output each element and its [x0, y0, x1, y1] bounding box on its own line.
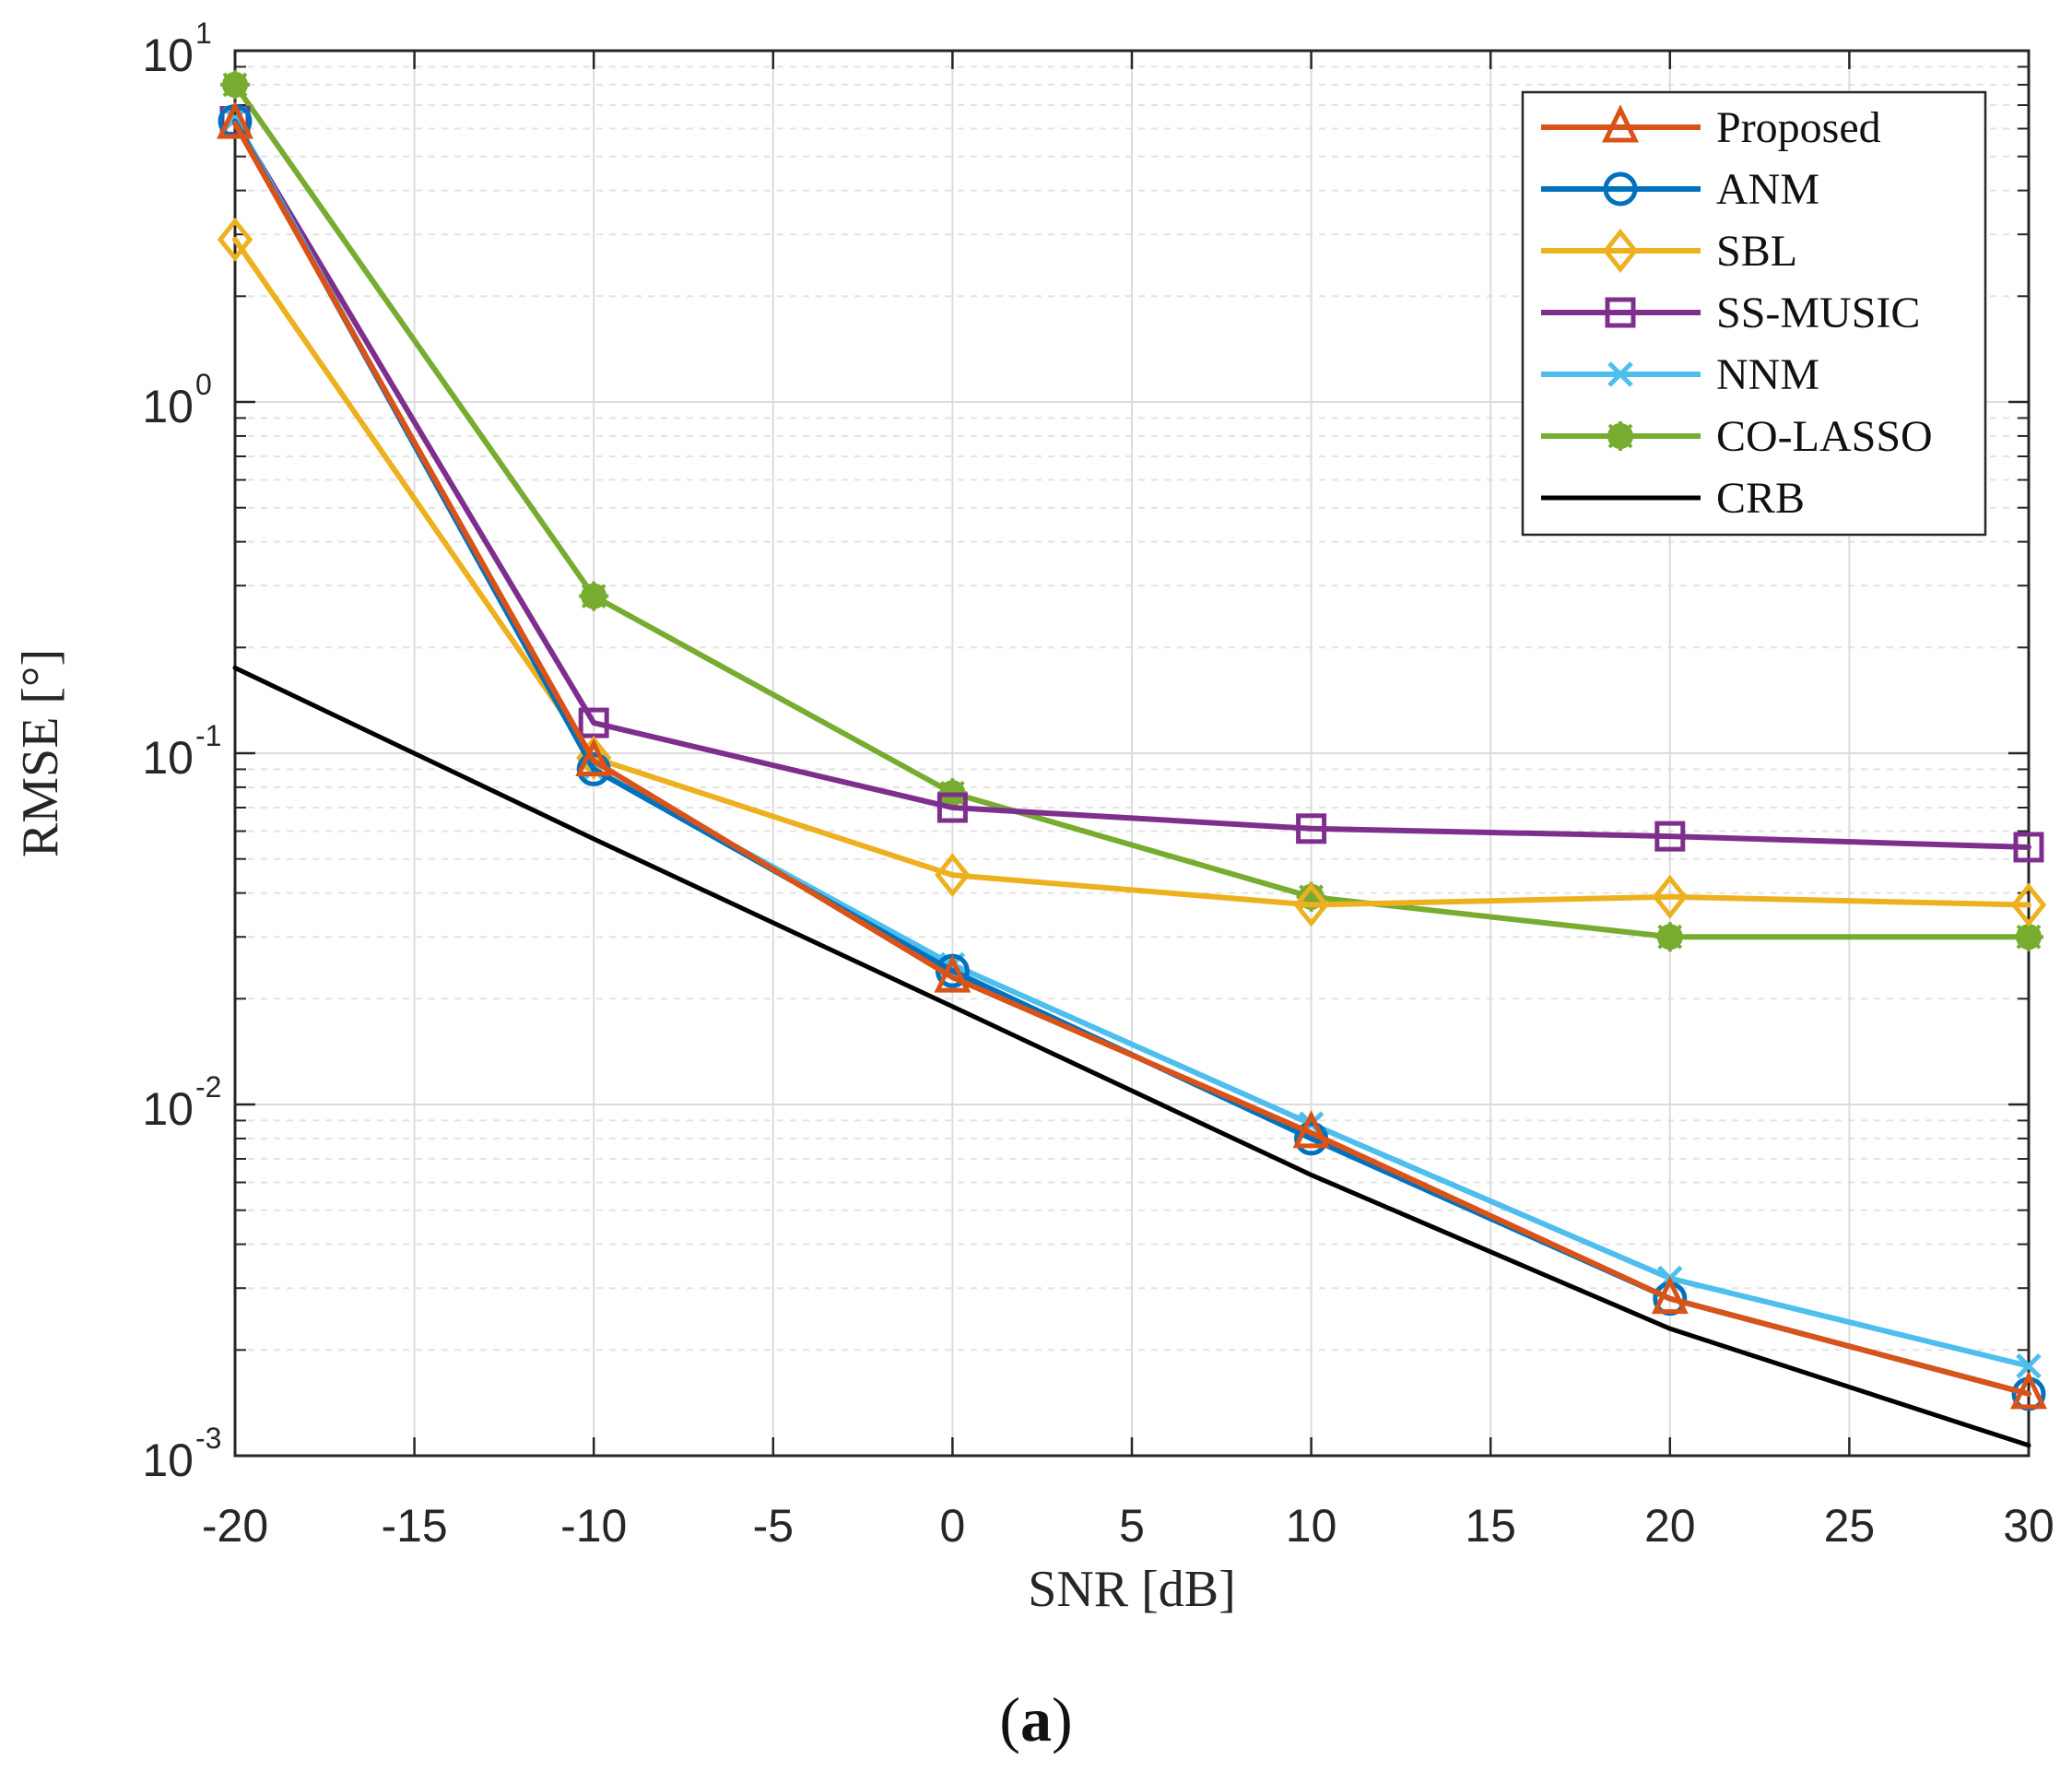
x-tick-label: 10	[1286, 1500, 1337, 1552]
data-point-sbl	[1293, 882, 1329, 927]
caption-close-paren: )	[1052, 1684, 1073, 1754]
series-sbl	[217, 217, 2047, 927]
series-line-co-lasso	[232, 81, 2031, 940]
series-line-proposed	[232, 121, 2031, 1397]
x-tick-label: 25	[1824, 1500, 1876, 1552]
legend-swatch-marker	[1603, 171, 1638, 207]
data-point-co-lasso-rays	[220, 69, 250, 100]
y-tick-label-base: 10	[142, 732, 194, 784]
y-tick-label-base: 10	[142, 30, 194, 81]
series-ss-music	[219, 105, 2044, 863]
series-proposed	[217, 100, 2047, 1410]
legend-swatch-marker	[1607, 361, 1633, 387]
y-tick-label-base: 10	[142, 1435, 194, 1486]
series-line-sbl	[232, 236, 2031, 908]
legend-label: ANM	[1716, 165, 1819, 214]
data-point-sbl	[217, 217, 253, 262]
figure-caption: (a)	[999, 1684, 1072, 1754]
legend-entry-anm: ANM	[1541, 165, 1819, 214]
data-point-proposed	[2010, 1371, 2047, 1410]
legend: Proposed ANM SBL SS-MUSIC NNM CO-LASSO CRB	[1521, 90, 1987, 537]
legend-entry-nnm: NNM	[1541, 350, 1819, 399]
x-tick-label: 0	[939, 1500, 965, 1552]
y-tick-label-exponent: -1	[195, 719, 221, 752]
y-tick-label-base: 10	[142, 381, 194, 432]
x-tick-label: 20	[1644, 1500, 1696, 1552]
legend-label: CRB	[1716, 474, 1805, 523]
data-point-proposed	[1292, 1110, 1330, 1149]
legend-label: SS-MUSIC	[1716, 289, 1920, 337]
data-point-co-lasso-rays	[1654, 922, 1685, 952]
x-tick-label: -15	[381, 1500, 447, 1552]
series-layer	[217, 69, 2047, 1448]
x-tick-label: 5	[1119, 1500, 1145, 1552]
series-line-ss-music	[232, 118, 2031, 850]
data-point-proposed	[1651, 1275, 1689, 1315]
data-point-proposed	[217, 100, 253, 139]
legend-swatch-marker	[1602, 104, 1639, 143]
legend-entry-proposed: Proposed	[1541, 103, 1881, 152]
legend-label: NNM	[1716, 350, 1819, 399]
y-tick-label-exponent: -3	[195, 1422, 221, 1455]
caption-letter: a	[1020, 1684, 1052, 1754]
series-line-crb	[232, 665, 2031, 1448]
y-tick-label-base: 10	[142, 1083, 194, 1135]
data-point-ss-music	[2013, 832, 2044, 863]
x-tick-labels: -20 -15 -10 -5 0 5 10 15 20 25 30	[202, 1500, 2054, 1552]
data-point-sbl	[1652, 874, 1689, 919]
x-tick-label: -5	[753, 1500, 794, 1552]
data-point-co-lasso-rays	[2014, 922, 2043, 952]
legend-swatch-marker	[1605, 297, 1636, 328]
legend-swatch-marker-rays	[1606, 421, 1635, 451]
legend-label: CO-LASSO	[1716, 412, 1933, 461]
data-point-co-lasso-rays	[579, 581, 609, 611]
data-point-proposed	[934, 954, 971, 993]
data-point-proposed	[575, 738, 613, 776]
x-tick-label: -10	[560, 1500, 627, 1552]
series-crb	[232, 665, 2031, 1448]
y-tick-label-exponent: -2	[195, 1070, 221, 1104]
data-point-sbl	[935, 853, 971, 898]
legend-entry-co-lasso: CO-LASSO	[1541, 412, 1933, 461]
x-axis-title: SNR [dB]	[1028, 1561, 1236, 1618]
legend-label: SBL	[1716, 227, 1797, 276]
x-tick-label: 30	[2003, 1500, 2054, 1552]
caption-open-paren: (	[999, 1684, 1020, 1754]
data-point-ss-music	[1654, 821, 1686, 852]
legend-swatch-marker	[1602, 228, 1639, 274]
y-axis-title: RMSE [°]	[12, 649, 69, 857]
data-point-nnm	[2016, 1352, 2042, 1379]
legend-entry-ss-music: SS-MUSIC	[1541, 289, 1920, 337]
y-tick-label-exponent: 1	[195, 17, 212, 50]
data-point-sbl	[2010, 882, 2047, 927]
x-tick-label: -20	[202, 1500, 268, 1552]
legend-entry-crb: CRB	[1541, 474, 1805, 523]
y-tick-label-exponent: 0	[195, 368, 212, 401]
data-point-ss-music	[1296, 813, 1327, 844]
data-point-ss-music	[936, 792, 968, 823]
legend-label: Proposed	[1716, 103, 1881, 152]
legend-entry-sbl: SBL	[1541, 227, 1797, 276]
data-point-co-lasso-rays	[1296, 881, 1326, 912]
x-tick-label: 15	[1465, 1500, 1516, 1552]
